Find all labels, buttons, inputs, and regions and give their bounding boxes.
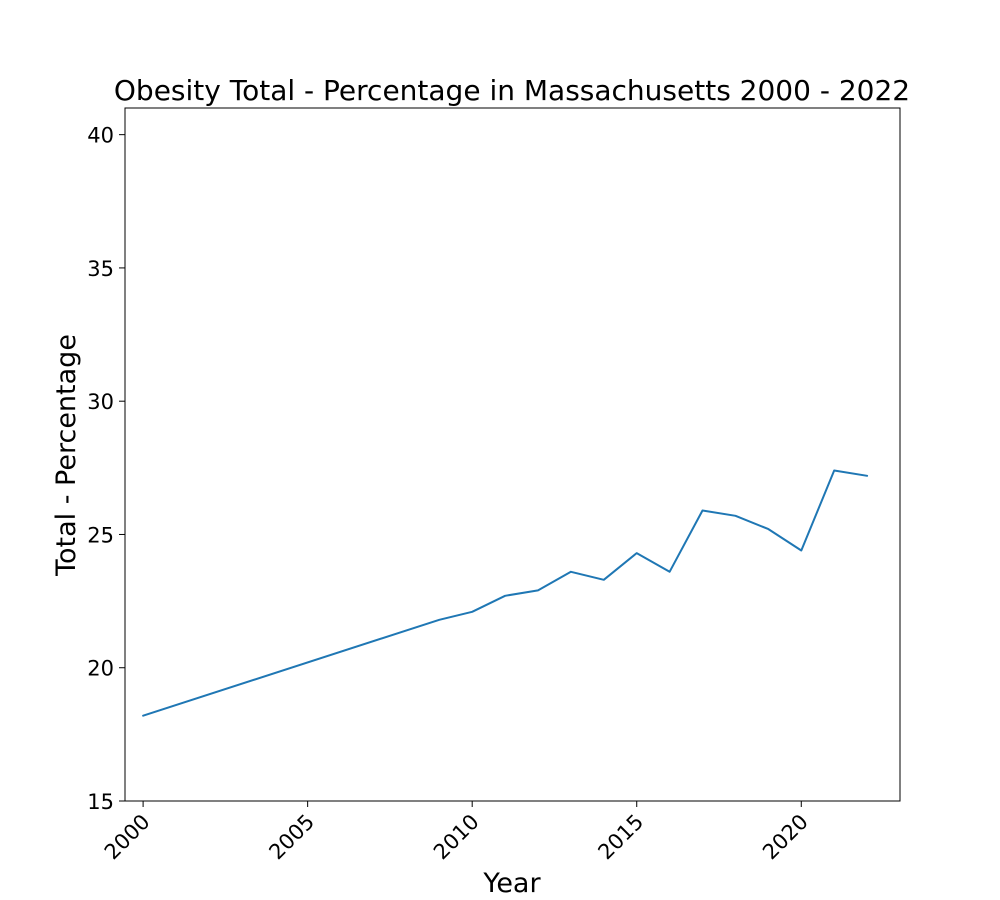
plot-series bbox=[142, 469, 869, 717]
y-axis: 15 20 25 30 35 40 bbox=[87, 124, 125, 814]
x-tick-label: 2010 bbox=[429, 810, 484, 865]
x-tick-label: 2000 bbox=[100, 810, 155, 865]
x-tick-label: 2020 bbox=[758, 810, 813, 865]
y-tick-label: 20 bbox=[87, 657, 114, 681]
y-tick-label: 40 bbox=[87, 124, 114, 148]
x-axis-label: Year bbox=[482, 868, 541, 899]
x-axis: 2000 2005 2010 2015 2020 bbox=[100, 801, 813, 864]
x-tick-label: 2015 bbox=[593, 810, 648, 865]
y-tick-label: 15 bbox=[87, 790, 114, 814]
plot-frame bbox=[124, 107, 901, 802]
y-tick-label: 30 bbox=[87, 390, 114, 414]
y-tick-label: 25 bbox=[87, 523, 114, 547]
series-line bbox=[142, 469, 869, 717]
y-tick-label: 35 bbox=[87, 257, 114, 281]
chart-title: Obesity Total - Percentage in Massachuse… bbox=[114, 74, 910, 107]
x-tick-label: 2005 bbox=[264, 810, 319, 865]
y-axis-label: Total - Percentage bbox=[51, 334, 82, 577]
